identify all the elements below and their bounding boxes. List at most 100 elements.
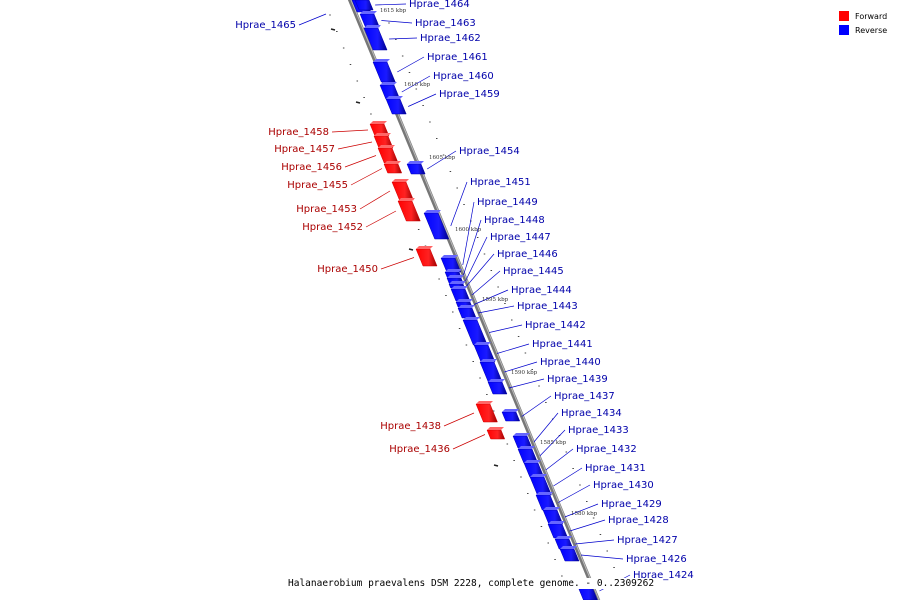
gene-leader-line xyxy=(298,13,327,26)
gene-label[interactable]: Hprae_1465 xyxy=(235,20,296,31)
gene-leader-line xyxy=(575,539,615,545)
gene-leader-line xyxy=(397,56,425,73)
gene-leader-line xyxy=(443,412,475,427)
gene-label[interactable]: Hprae_1438 xyxy=(380,421,441,432)
gene-label[interactable]: Hprae_1426 xyxy=(626,554,687,565)
gene-label[interactable]: Hprae_1461 xyxy=(427,52,488,63)
gene-label[interactable]: Hprae_1436 xyxy=(389,444,450,455)
gene-label[interactable]: Hprae_1453 xyxy=(296,204,357,215)
gene-leader-line xyxy=(545,448,574,471)
gene-label[interactable]: Hprae_1446 xyxy=(497,249,558,260)
gene-leader-line xyxy=(426,150,457,170)
reverse-gene-block[interactable] xyxy=(501,411,521,422)
gene-label[interactable]: Hprae_1454 xyxy=(459,146,520,157)
gene-label[interactable]: Hprae_1464 xyxy=(409,0,470,10)
gene-label[interactable]: Hprae_1458 xyxy=(268,127,329,138)
gene-leader-line xyxy=(375,3,407,6)
forward-gene-block[interactable] xyxy=(391,181,414,201)
gene-label[interactable]: Hprae_1432 xyxy=(576,444,637,455)
gene-block-cap xyxy=(502,409,519,412)
gene-label[interactable]: Hprae_1447 xyxy=(490,232,551,243)
gene-label[interactable]: Hprae_1457 xyxy=(274,144,335,155)
legend-reverse: Reverse xyxy=(839,23,887,37)
gene-leader-line xyxy=(408,93,437,107)
gene-label[interactable]: Hprae_1452 xyxy=(302,222,363,233)
gene-leader-line xyxy=(401,75,431,93)
gene-block-cap xyxy=(513,433,530,436)
gene-block-cap xyxy=(530,474,547,477)
gene-label[interactable]: Hprae_1460 xyxy=(433,71,494,82)
gene-label[interactable]: Hprae_1444 xyxy=(511,285,572,296)
gene-block-cap xyxy=(398,198,415,201)
gene-block-cap xyxy=(555,536,572,539)
gene-label[interactable]: Hprae_1455 xyxy=(287,180,348,191)
legend-forward-label: Forward xyxy=(855,11,888,21)
gene-block-cap xyxy=(480,359,497,362)
gene-leader-line xyxy=(558,484,591,503)
kbp-label: 1590 kbp xyxy=(511,370,538,376)
gene-label[interactable]: Hprae_1424 xyxy=(633,570,694,581)
gene-leader-line xyxy=(553,467,583,487)
gene-label[interactable]: Hprae_1442 xyxy=(525,320,586,331)
gene-leader-line xyxy=(380,257,415,270)
gene-leader-line xyxy=(337,141,373,150)
gene-label[interactable]: Hprae_1430 xyxy=(593,480,654,491)
scale-tick-major xyxy=(330,28,336,31)
forward-gene-block[interactable] xyxy=(415,248,438,267)
reverse-gene-block[interactable] xyxy=(547,523,569,539)
gene-leader-line xyxy=(350,168,383,186)
gene-label[interactable]: Hprae_1443 xyxy=(517,301,578,312)
gene-leader-line xyxy=(450,181,468,227)
gene-leader-line xyxy=(389,37,418,40)
kbp-label: 1600 kbp xyxy=(455,227,482,233)
gene-label[interactable]: Hprae_1450 xyxy=(317,264,378,275)
gene-label[interactable]: Hprae_1427 xyxy=(617,535,678,546)
gene-label[interactable]: Hprae_1440 xyxy=(540,357,601,368)
reverse-gene-block[interactable] xyxy=(372,61,396,83)
gene-label[interactable]: Hprae_1448 xyxy=(484,215,545,226)
forward-gene-block[interactable] xyxy=(397,200,421,222)
gene-label[interactable]: Hprae_1456 xyxy=(281,162,342,173)
gene-label[interactable]: Hprae_1431 xyxy=(585,463,646,474)
gene-block-cap xyxy=(560,546,577,549)
gene-block-cap xyxy=(441,255,458,258)
gene-label[interactable]: Hprae_1433 xyxy=(568,425,629,436)
gene-label[interactable]: Hprae_1463 xyxy=(415,18,476,29)
gene-block-cap xyxy=(487,427,504,430)
gene-label[interactable]: Hprae_1459 xyxy=(439,89,500,100)
forward-gene-block[interactable] xyxy=(377,147,399,164)
gene-label[interactable]: Hprae_1429 xyxy=(601,499,662,510)
gene-leader-line xyxy=(473,289,509,305)
gene-block-cap xyxy=(488,379,505,382)
gene-block-cap xyxy=(536,492,553,495)
reverse-gene-block[interactable] xyxy=(385,98,407,115)
gene-label[interactable]: Hprae_1449 xyxy=(477,197,538,208)
gene-label[interactable]: Hprae_1462 xyxy=(420,33,481,44)
reverse-gene-block[interactable] xyxy=(457,307,477,319)
gene-label[interactable]: Hprae_1434 xyxy=(561,408,622,419)
forward-gene-block[interactable] xyxy=(383,163,403,174)
gene-block-cap xyxy=(474,342,491,345)
reverse-gene-block[interactable] xyxy=(487,381,508,395)
reverse-gene-block[interactable] xyxy=(406,163,426,175)
forward-gene-block[interactable] xyxy=(486,429,506,440)
forward-gene-block[interactable] xyxy=(475,403,498,423)
gene-block-cap xyxy=(456,299,473,302)
gene-block-cap xyxy=(384,161,401,164)
reverse-gene-block[interactable] xyxy=(354,0,374,11)
gene-block-cap xyxy=(449,281,466,284)
gene-label[interactable]: Hprae_1439 xyxy=(547,374,608,385)
gene-label[interactable]: Hprae_1441 xyxy=(532,339,593,350)
scale-tick-major xyxy=(493,464,499,467)
gene-leader-line xyxy=(569,519,606,532)
gene-block-cap xyxy=(373,59,390,62)
gene-label[interactable]: Hprae_1451 xyxy=(470,177,531,188)
gene-block-cap xyxy=(386,96,403,99)
gene-label[interactable]: Hprae_1428 xyxy=(608,515,669,526)
gene-label[interactable]: Hprae_1445 xyxy=(503,266,564,277)
gene-block-cap xyxy=(476,401,493,404)
gene-leader-line xyxy=(462,201,475,266)
gene-block-cap xyxy=(360,11,377,14)
gene-label[interactable]: Hprae_1437 xyxy=(554,391,615,402)
